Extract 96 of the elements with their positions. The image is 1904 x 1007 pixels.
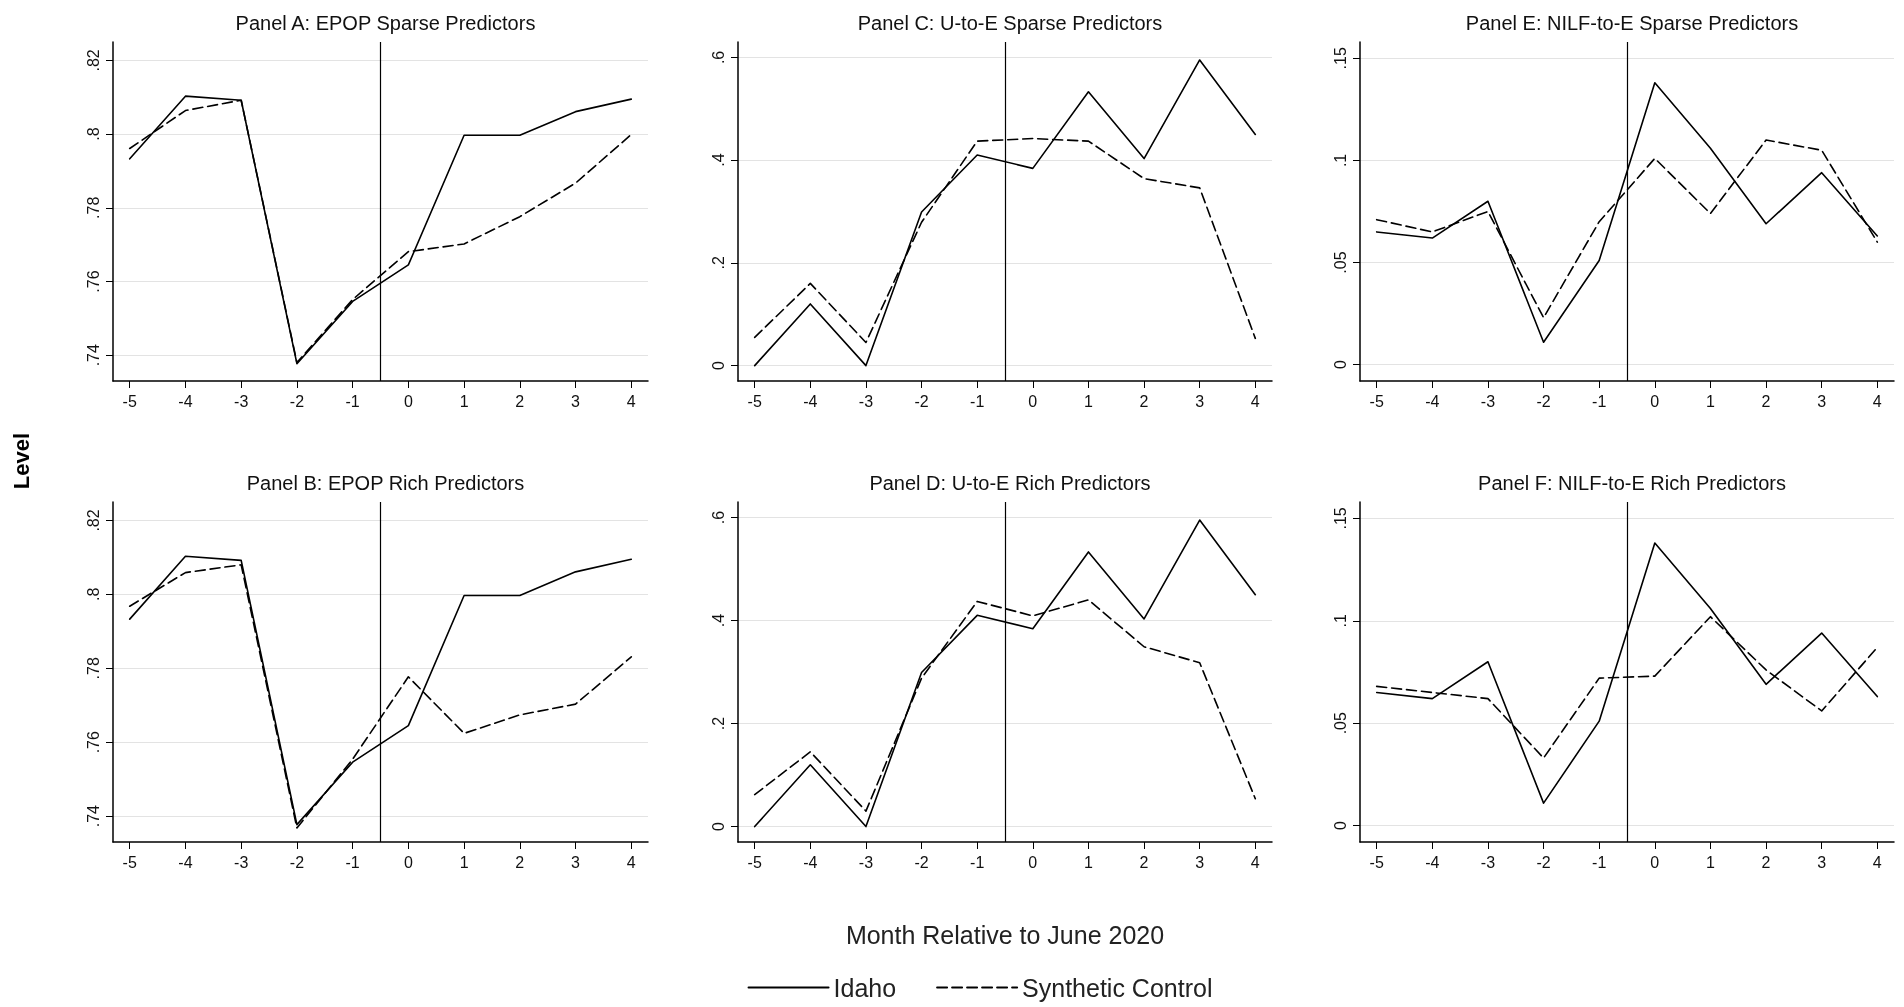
y-tick-label: .82 — [84, 49, 102, 72]
chart-title: Panel C: U-to-E Sparse Predictors — [857, 12, 1163, 34]
x-tick-label: -4 — [803, 392, 818, 410]
y-tick-label: .15 — [1331, 507, 1349, 530]
y-tick-label: .4 — [709, 613, 727, 628]
x-tick-label: -2 — [1536, 853, 1551, 871]
chart-title: Panel F: NILF-to-E Rich Predictors — [1478, 472, 1786, 494]
x-tick-label: 3 — [571, 853, 581, 871]
x-tick-label: -2 — [914, 853, 929, 871]
x-tick-label: 4 — [626, 853, 636, 871]
x-tick-label: -5 — [122, 392, 137, 410]
x-tick-label: -4 — [1425, 392, 1440, 410]
chart-title: Panel D: U-to-E Rich Predictors — [869, 472, 1151, 494]
x-tick-label: 4 — [1872, 392, 1882, 410]
y-tick-label: .1 — [1331, 153, 1349, 168]
y-tick-label: .76 — [84, 270, 102, 293]
y-tick-label: .6 — [709, 50, 727, 65]
legend-label: Synthetic Control — [1022, 973, 1213, 1002]
y-tick-label: 0 — [709, 361, 727, 371]
x-tick-label: -3 — [234, 392, 249, 410]
x-tick-label: 1 — [1083, 392, 1093, 410]
y-tick-label: .82 — [84, 509, 102, 532]
legend-label: Idaho — [833, 973, 897, 1002]
x-tick-label: 2 — [1761, 392, 1771, 410]
x-tick-label: 3 — [1817, 392, 1827, 410]
x-tick-label: -4 — [178, 853, 193, 871]
x-tick-label: -5 — [747, 392, 762, 410]
x-tick-label: 2 — [515, 853, 525, 871]
x-tick-label: 0 — [403, 853, 413, 871]
x-tick-label: -3 — [1480, 392, 1496, 410]
x-tick-label: 2 — [1761, 853, 1771, 871]
x-tick-label: -1 — [345, 853, 360, 871]
x-tick-label: -1 — [345, 392, 360, 410]
y-tick-label: .05 — [1331, 251, 1349, 274]
y-tick-label: .78 — [84, 657, 102, 680]
x-tick-label: 1 — [1705, 392, 1715, 410]
x-tick-label: -2 — [289, 853, 305, 871]
x-tick-label: -2 — [289, 392, 305, 410]
x-tick-label: 2 — [1139, 392, 1149, 410]
y-tick-label: .74 — [84, 343, 102, 367]
y-tick-label: .74 — [84, 804, 102, 828]
x-tick-label: 0 — [1028, 392, 1038, 410]
y-tick-label: 0 — [709, 822, 727, 831]
x-tick-label: 1 — [459, 853, 469, 871]
y-tick-label: 0 — [1331, 360, 1349, 370]
x-tick-label: 1 — [459, 392, 469, 410]
x-tick-label: -3 — [1480, 853, 1496, 871]
x-tick-label: 3 — [1195, 853, 1205, 871]
x-tick-label: -4 — [178, 392, 193, 410]
x-tick-label: 4 — [626, 392, 636, 410]
x-tick-label: -1 — [1592, 853, 1607, 871]
x-tick-label: -1 — [970, 392, 985, 410]
x-tick-label: 4 — [1250, 392, 1260, 410]
x-tick-label: -5 — [1369, 853, 1384, 871]
x-tick-label: -2 — [1536, 392, 1551, 410]
y-tick-label: .05 — [1331, 711, 1349, 735]
y-axis-title: Level — [9, 432, 35, 490]
x-tick-label: 1 — [1083, 853, 1093, 871]
x-tick-label: 3 — [1817, 853, 1827, 871]
x-tick-label: -3 — [234, 853, 249, 871]
y-tick-label: .4 — [709, 153, 727, 167]
y-tick-label: .1 — [1331, 614, 1349, 628]
y-tick-label: .8 — [84, 587, 102, 602]
x-tick-label: -4 — [803, 853, 818, 871]
x-tick-label: -1 — [1592, 392, 1607, 410]
x-tick-label: -3 — [858, 392, 874, 410]
x-axis-title: Month Relative to June 2020 — [845, 920, 1165, 949]
x-tick-label: 0 — [1650, 392, 1660, 410]
chart-title: Panel A: EPOP Sparse Predictors — [235, 12, 536, 34]
x-tick-label: 3 — [1195, 392, 1205, 410]
x-tick-label: -5 — [747, 853, 762, 871]
x-tick-label: -5 — [1369, 392, 1384, 410]
x-tick-label: 2 — [515, 392, 525, 410]
x-tick-label: 3 — [571, 392, 581, 410]
x-tick-label: 0 — [1028, 853, 1038, 871]
chart-title: Panel B: EPOP Rich Predictors — [246, 472, 525, 494]
y-tick-label: .2 — [709, 256, 727, 270]
x-tick-label: -1 — [970, 853, 985, 871]
y-tick-label: .76 — [84, 731, 102, 754]
x-tick-label: -5 — [122, 853, 137, 871]
y-tick-label: 0 — [1331, 821, 1349, 831]
x-tick-label: 4 — [1250, 853, 1260, 871]
x-tick-label: 2 — [1139, 853, 1149, 871]
x-tick-label: 4 — [1872, 853, 1882, 871]
x-tick-label: -2 — [914, 392, 929, 410]
x-tick-label: -4 — [1425, 853, 1440, 871]
y-tick-label: .6 — [709, 510, 727, 525]
y-tick-label: .78 — [84, 196, 102, 219]
x-tick-label: -3 — [858, 853, 874, 871]
y-tick-label: .2 — [709, 716, 727, 731]
y-tick-label: .15 — [1331, 47, 1349, 70]
y-tick-label: .8 — [84, 127, 102, 141]
chart-title: Panel E: NILF-to-E Sparse Predictors — [1465, 12, 1799, 34]
x-tick-label: 1 — [1705, 853, 1715, 871]
x-tick-label: 0 — [403, 392, 413, 410]
x-tick-label: 0 — [1650, 853, 1660, 871]
